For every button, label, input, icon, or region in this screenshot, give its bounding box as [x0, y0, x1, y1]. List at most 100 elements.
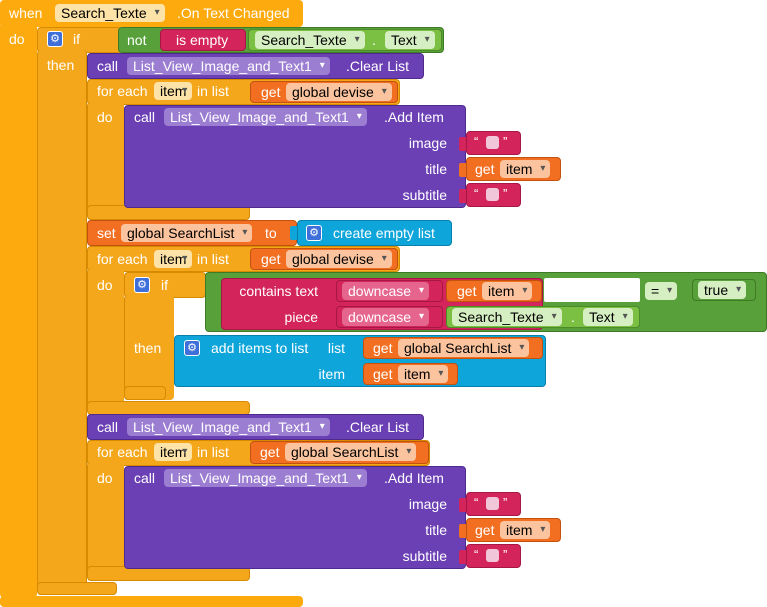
inner-if-mutator-gear-icon[interactable]: ⚙	[134, 277, 150, 293]
additem1-title-socket	[459, 163, 466, 177]
additem2-subtitle-label: subtitle	[402, 548, 447, 564]
foreach2-label: for each	[97, 251, 148, 267]
downcase2-dropdown[interactable]: downcase	[342, 308, 430, 326]
additem2-title-get-label: get	[475, 522, 495, 538]
foreach3-label: for each	[97, 444, 148, 460]
foreach2-in-list-label: in list	[197, 251, 229, 267]
set-to-label: to	[265, 225, 277, 241]
foreach2-list-dropdown[interactable]: global devise	[286, 250, 392, 268]
text-getter-property-dropdown[interactable]: Text	[385, 31, 435, 49]
true-value-dropdown[interactable]: true	[698, 281, 747, 299]
foreach-block-2-spine	[87, 268, 124, 408]
additem2-call-label: call	[134, 470, 156, 486]
clear2-call-label: call	[97, 419, 119, 435]
additem1-subtitle-label: subtitle	[402, 187, 447, 203]
create-list-mutator-gear-icon[interactable]: ⚙	[306, 225, 322, 241]
foreach3-var-dropdown[interactable]: item	[154, 443, 193, 461]
downcase2-property-dropdown[interactable]: Text	[583, 308, 633, 326]
additem2-subtitle-empty-text[interactable]	[486, 549, 499, 562]
additem2-subtitle-open-quote: “	[474, 547, 479, 562]
text-getter-dot: .	[372, 32, 376, 48]
contains-piece-label: piece	[284, 309, 318, 325]
additem1-image-empty-text[interactable]	[486, 136, 499, 149]
foreach-block-1-spine	[87, 102, 124, 212]
add-items-label: add items to list	[211, 340, 309, 356]
add-items-item-get-label: get	[373, 366, 393, 382]
additem2-subtitle-socket	[459, 550, 466, 564]
additem1-subtitle-empty-text[interactable]	[486, 188, 499, 201]
event-block-bottom	[0, 596, 303, 607]
contains-text-label: contains text	[239, 283, 318, 299]
downcase1-item-dropdown[interactable]: item	[482, 282, 533, 300]
when-label: when	[9, 5, 43, 21]
inner-if-block-bottom	[124, 386, 166, 400]
additem2-image-label: image	[408, 496, 447, 512]
create-empty-list-block[interactable]	[297, 220, 452, 246]
set-var-dropdown[interactable]: global SearchList	[121, 224, 253, 242]
foreach1-in-list-label: in list	[197, 83, 229, 99]
then-label: then	[47, 57, 75, 73]
additem2-method-label: .Add Item	[384, 470, 444, 486]
foreach3-in-list-label: in list	[197, 444, 229, 460]
text-getter-component-dropdown[interactable]: Search_Texte	[255, 31, 365, 49]
is-empty-block[interactable]	[160, 29, 246, 51]
add-items-mutator-gear-icon[interactable]: ⚙	[184, 340, 200, 356]
set-value-socket	[290, 226, 297, 240]
additem1-subtitle-text-block[interactable]	[466, 183, 521, 207]
add-items-item-label: item	[318, 366, 345, 382]
compare-right-socket-bg	[544, 278, 640, 302]
additem2-subtitle-text-block[interactable]	[466, 544, 521, 568]
additem1-image-open-quote: “	[474, 134, 479, 149]
additem2-component-dropdown[interactable]: List_View_Image_and_Text1	[164, 469, 367, 487]
foreach2-var-dropdown[interactable]: item	[154, 250, 193, 268]
additem1-subtitle-socket	[459, 189, 466, 203]
foreach1-get-label: get	[261, 84, 281, 100]
if-mutator-gear-icon[interactable]: ⚙	[47, 31, 63, 47]
add-items-list-dropdown[interactable]: global SearchList	[398, 339, 530, 357]
downcase1-dropdown[interactable]: downcase	[342, 282, 430, 300]
is-empty-label: is empty	[176, 32, 229, 48]
additem1-subtitle-close-quote: ”	[503, 186, 508, 201]
downcase1-get-label: get	[457, 283, 477, 299]
add-items-list-get-label: get	[373, 340, 393, 356]
if-block-spine	[37, 50, 87, 595]
foreach3-get-label: get	[260, 444, 280, 460]
event-name-label: .On Text Changed	[177, 5, 290, 21]
downcase2-component-dropdown[interactable]: Search_Texte	[452, 308, 562, 326]
additem1-title-var-dropdown[interactable]: item	[500, 160, 551, 178]
additem1-call-label: call	[134, 109, 156, 125]
clear2-method-label: .Clear List	[346, 419, 410, 435]
clear1-component-dropdown[interactable]: List_View_Image_and_Text1	[127, 57, 330, 75]
event-do-label: do	[9, 31, 25, 47]
additem1-subtitle-open-quote: “	[474, 186, 479, 201]
additem1-image-close-quote: ”	[503, 134, 508, 149]
additem1-image-label: image	[408, 135, 447, 151]
additem1-image-text-block[interactable]	[466, 131, 521, 155]
not-label: not	[127, 32, 147, 48]
compare-operator-dropdown[interactable]: =	[645, 282, 678, 300]
additem2-subtitle-close-quote: ”	[503, 547, 508, 562]
clear2-component-dropdown[interactable]: List_View_Image_and_Text1	[127, 418, 330, 436]
additem1-title-label: title	[425, 161, 447, 177]
foreach3-list-dropdown[interactable]: global SearchList	[285, 443, 417, 461]
foreach1-var-dropdown[interactable]: item	[154, 82, 193, 100]
downcase2-dot: .	[571, 309, 575, 325]
additem2-image-empty-text[interactable]	[486, 497, 499, 510]
additem1-component-dropdown[interactable]: List_View_Image_and_Text1	[164, 108, 367, 126]
additem2-image-close-quote: ”	[503, 495, 508, 510]
foreach2-do-label: do	[97, 277, 113, 293]
inner-then-label: then	[134, 340, 162, 356]
clear1-call-label: call	[97, 58, 119, 74]
additem2-title-socket	[459, 524, 466, 538]
foreach1-label: for each	[97, 83, 148, 99]
foreach3-do-label: do	[97, 470, 113, 486]
add-items-item-dropdown[interactable]: item	[398, 365, 449, 383]
additem2-image-socket	[459, 498, 466, 512]
additem1-title-get-label: get	[475, 161, 495, 177]
additem2-image-open-quote: “	[474, 495, 479, 510]
foreach1-list-dropdown[interactable]: global devise	[286, 83, 392, 101]
event-component-dropdown[interactable]: Search_Texte	[55, 4, 165, 22]
clear1-method-label: .Clear List	[346, 58, 410, 74]
additem2-title-var-dropdown[interactable]: item	[500, 521, 551, 539]
